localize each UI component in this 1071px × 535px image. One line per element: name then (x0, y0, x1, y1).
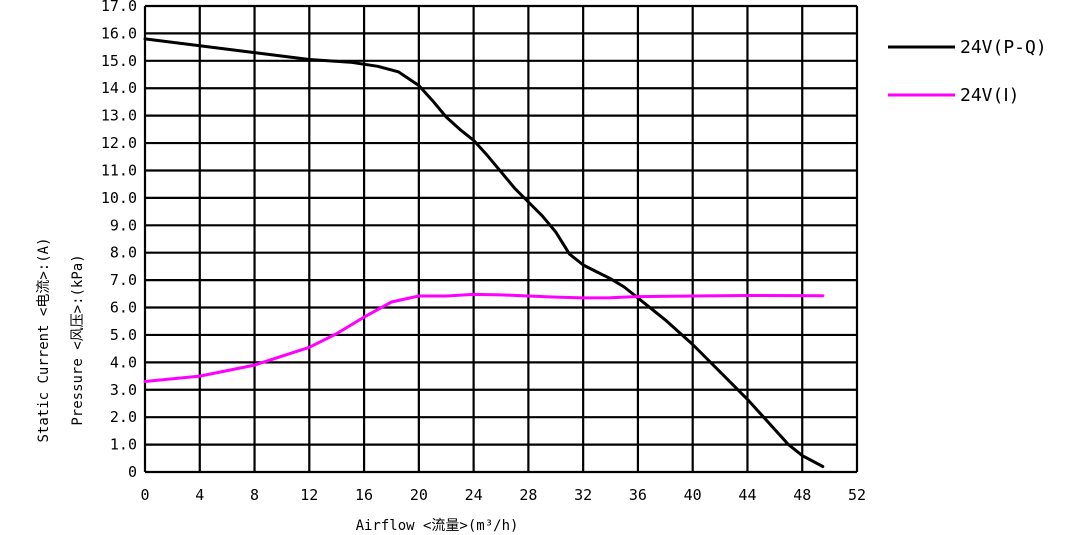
x-tick-label: 32 (574, 486, 592, 504)
y-tick-label: 0 (128, 463, 137, 481)
y-axis-title-inner: Pressure <风压>:(kPa) (70, 254, 86, 425)
y-tick-label: 14.0 (101, 79, 137, 97)
y-tick-label: 5.0 (110, 326, 137, 344)
y-tick-label: 13.0 (101, 107, 137, 125)
x-tick-label: 12 (300, 486, 318, 504)
series-layer (143, 37, 825, 468)
x-axis-title: Airflow <流量>(m³/h) (356, 518, 519, 534)
y-tick-label: 8.0 (110, 244, 137, 262)
x-tick-label: 36 (629, 486, 647, 504)
y-tick-label: 7.0 (110, 271, 137, 289)
x-tick-label: 24 (465, 486, 483, 504)
grid-layer (143, 4, 859, 474)
y-tick-label: 3.0 (110, 381, 137, 399)
y-tick-label: 10.0 (101, 189, 137, 207)
x-tick-label: 48 (793, 486, 811, 504)
x-tick-labels: 0 4 8 12 16 20 24 28 32 36 40 44 48 52 (140, 486, 866, 504)
y-tick-labels: 0 1.0 2.0 3.0 4.0 5.0 6.0 7.0 8.0 9.0 10.0 11.0 12.0… (101, 0, 137, 481)
x-tick-label: 40 (684, 486, 702, 504)
y-tick-label: 6.0 (110, 299, 137, 317)
x-tick-label: 4 (195, 486, 204, 504)
legend-label-1: 24V(Ⅰ) (960, 85, 1020, 106)
y-tick-label: 16.0 (101, 24, 137, 42)
y-axis-title-outer: Static Current <电流>:(A) (36, 237, 52, 442)
y-tick-label: 17.0 (101, 0, 137, 15)
series-line-1 (143, 292, 825, 383)
x-tick-label: 16 (355, 486, 373, 504)
x-tick-label: 44 (738, 486, 756, 504)
legend: 24V(P-Q) 24V(Ⅰ) (888, 37, 1047, 106)
y-tick-label: 9.0 (110, 216, 137, 234)
x-tick-label: 28 (519, 486, 537, 504)
x-tick-label: 8 (250, 486, 259, 504)
x-tick-label: 52 (848, 486, 866, 504)
legend-label-0: 24V(P-Q) (960, 37, 1047, 58)
y-tick-label: 1.0 (110, 436, 137, 454)
y-tick-label: 11.0 (101, 161, 137, 179)
series-line-0 (143, 37, 825, 468)
x-tick-label: 0 (140, 486, 149, 504)
y-tick-label: 2.0 (110, 408, 137, 426)
y-tick-label: 15.0 (101, 52, 137, 70)
x-tick-label: 20 (410, 486, 428, 504)
y-tick-label: 4.0 (110, 353, 137, 371)
y-tick-label: 12.0 (101, 134, 137, 152)
